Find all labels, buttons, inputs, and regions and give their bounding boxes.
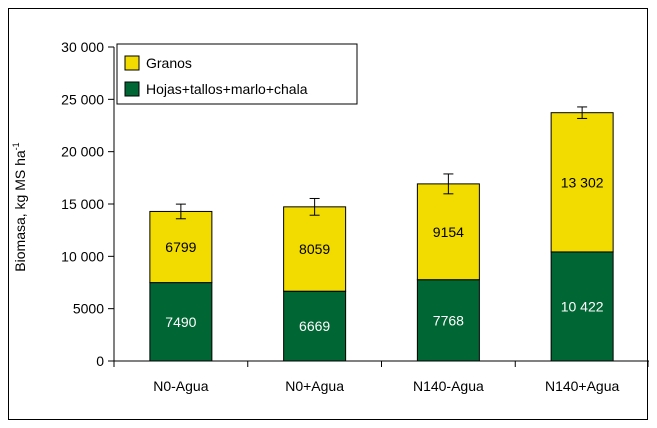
y-tick-label: 25 000 (61, 91, 104, 107)
bar-segment-hojas (550, 251, 614, 362)
bar-value-label: 9154 (433, 224, 464, 240)
legend-box (116, 43, 358, 105)
legend-label: Hojas+tallos+marlo+chala (146, 81, 308, 97)
y-axis-label-superscript: -1 (11, 142, 21, 150)
bar-value-label: 6799 (165, 239, 196, 255)
bar-segment-hojas (149, 282, 213, 362)
bar-segment-granos (550, 112, 614, 253)
bar-segment-hojas (283, 290, 347, 362)
bar-value-label: 8059 (299, 241, 330, 257)
y-axis-label-text: Biomasa, kg MS ha (12, 150, 28, 272)
legend-swatch (124, 81, 140, 97)
y-tick-label: 30 000 (61, 39, 104, 55)
y-tick-label: 0 (96, 353, 104, 369)
error-bars (175, 106, 588, 220)
bar-value-label: 7490 (165, 314, 196, 330)
bar-segment-granos (283, 206, 347, 292)
bar-segment-granos (149, 210, 213, 284)
bar-value-label: 6669 (299, 318, 330, 334)
legend-swatch (124, 55, 140, 71)
x-axis: N0-Agua N0+Agua N140-Agua N140+Agua (113, 360, 650, 394)
bar-segment-granos (416, 183, 480, 281)
x-tick-label: N0+Agua (285, 378, 344, 394)
y-tick-label: 10 000 (61, 248, 104, 264)
x-tick-label: N0-Agua (153, 378, 208, 394)
bars (149, 112, 614, 362)
legend: Granos Hojas+tallos+marlo+chala (116, 43, 358, 105)
y-tick-label: 20 000 (61, 144, 104, 160)
y-tick-label: 15 000 (61, 196, 104, 212)
y-axis-label: Biomasa, kg MS ha-1 (11, 142, 28, 271)
bar-segment-hojas (416, 279, 480, 362)
bar-value-label: 7768 (433, 312, 464, 328)
stacked-bar-chart: 0 5000 10 000 15 000 20 000 25 000 30 000 N0-A… (11, 39, 650, 394)
chart-frame: 0 5000 10 000 15 000 20 000 25 000 30 000 N0-A… (8, 8, 650, 420)
x-tick-label: N140-Agua (413, 378, 484, 394)
legend-label: Granos (146, 55, 192, 71)
bar-value-label: 10 422 (561, 298, 604, 314)
bar-value-label: 13 302 (561, 174, 604, 190)
bar-labels: 7490 6799 6669 8059 7768 9154 10 422 13 302 (165, 174, 603, 334)
y-axis: 0 5000 10 000 15 000 20 000 25 000 30 000 (61, 39, 115, 369)
x-tick-label: N140+Agua (545, 378, 620, 394)
y-tick-label: 5000 (73, 301, 104, 317)
